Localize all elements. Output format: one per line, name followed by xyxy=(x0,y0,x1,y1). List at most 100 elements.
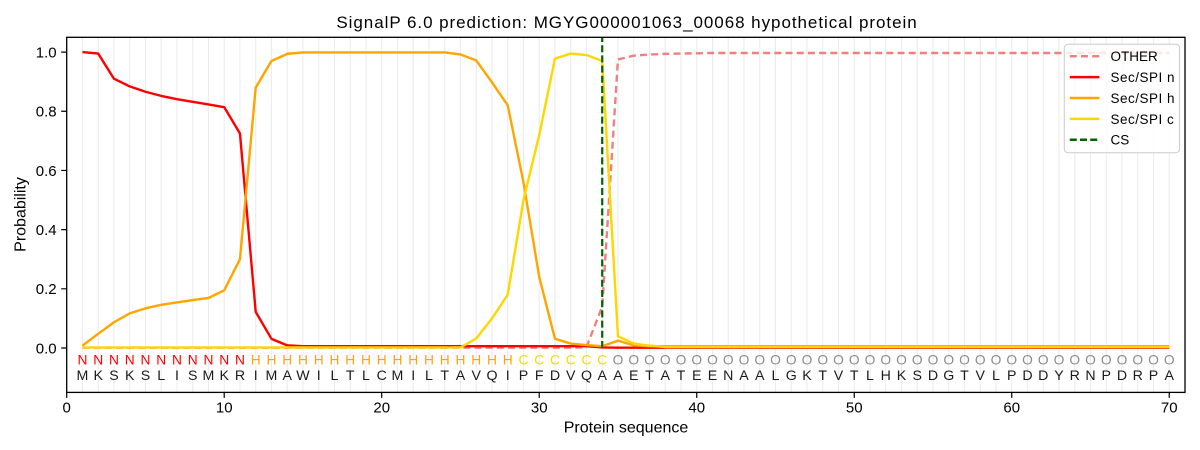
svg-text:O: O xyxy=(912,353,923,368)
svg-text:Sec/SPI h: Sec/SPI h xyxy=(1111,91,1176,106)
svg-text:H: H xyxy=(266,353,276,368)
svg-text:O: O xyxy=(1038,353,1049,368)
svg-text:H: H xyxy=(345,353,355,368)
svg-text:Probability: Probability xyxy=(13,177,30,252)
svg-text:I: I xyxy=(411,368,415,384)
svg-text:M: M xyxy=(203,368,215,384)
svg-text:K: K xyxy=(897,368,907,384)
svg-text:V: V xyxy=(471,368,481,384)
svg-text:N: N xyxy=(77,353,87,368)
svg-text:0.8: 0.8 xyxy=(36,104,57,121)
svg-text:M: M xyxy=(77,368,89,384)
svg-text:CS: CS xyxy=(1111,133,1130,148)
svg-text:K: K xyxy=(802,368,812,384)
svg-text:A: A xyxy=(660,368,670,384)
svg-text:O: O xyxy=(754,353,765,368)
svg-text:0.2: 0.2 xyxy=(36,281,57,298)
svg-text:N: N xyxy=(203,353,213,368)
svg-text:L: L xyxy=(772,368,780,384)
svg-text:O: O xyxy=(1164,353,1175,368)
svg-text:Y: Y xyxy=(1054,368,1064,384)
svg-text:A: A xyxy=(1165,368,1175,384)
svg-text:N: N xyxy=(140,353,150,368)
svg-text:H: H xyxy=(251,353,261,368)
svg-text:I: I xyxy=(254,368,258,384)
svg-text:O: O xyxy=(707,353,718,368)
svg-text:L: L xyxy=(331,368,339,384)
svg-text:O: O xyxy=(943,353,954,368)
svg-text:O: O xyxy=(817,353,828,368)
svg-text:1.0: 1.0 xyxy=(36,45,57,62)
svg-text:P: P xyxy=(1102,368,1111,384)
svg-text:H: H xyxy=(440,353,450,368)
svg-text:N: N xyxy=(172,353,182,368)
svg-text:C: C xyxy=(518,353,528,368)
svg-text:N: N xyxy=(156,353,166,368)
svg-text:40: 40 xyxy=(688,400,705,417)
svg-text:O: O xyxy=(613,353,624,368)
svg-text:E: E xyxy=(629,368,638,384)
svg-text:A: A xyxy=(613,368,623,384)
svg-text:10: 10 xyxy=(216,400,233,417)
svg-text:0.4: 0.4 xyxy=(36,222,57,239)
svg-text:T: T xyxy=(645,368,654,384)
svg-text:50: 50 xyxy=(846,400,863,417)
svg-text:N: N xyxy=(723,368,733,384)
svg-text:30: 30 xyxy=(531,400,548,417)
svg-text:C: C xyxy=(377,368,387,384)
svg-text:H: H xyxy=(881,368,891,384)
svg-text:M: M xyxy=(266,368,278,384)
svg-text:H: H xyxy=(314,353,324,368)
svg-text:W: W xyxy=(296,368,310,384)
svg-text:O: O xyxy=(1117,353,1128,368)
svg-text:0.0: 0.0 xyxy=(36,340,57,357)
svg-text:O: O xyxy=(1085,353,1096,368)
svg-text:Sec/SPI n: Sec/SPI n xyxy=(1111,70,1176,85)
svg-text:H: H xyxy=(377,353,387,368)
svg-text:L: L xyxy=(866,368,874,384)
svg-text:N: N xyxy=(235,353,245,368)
svg-text:O: O xyxy=(849,353,860,368)
svg-text:A: A xyxy=(739,368,749,384)
svg-text:M: M xyxy=(392,368,404,384)
svg-text:O: O xyxy=(676,353,687,368)
svg-text:G: G xyxy=(943,368,954,384)
svg-text:H: H xyxy=(455,353,465,368)
svg-text:O: O xyxy=(770,353,781,368)
svg-text:O: O xyxy=(991,353,1002,368)
svg-text:O: O xyxy=(802,353,813,368)
svg-text:S: S xyxy=(188,368,197,384)
svg-text:H: H xyxy=(392,353,402,368)
svg-text:N: N xyxy=(219,353,229,368)
svg-text:O: O xyxy=(723,353,734,368)
svg-text:F: F xyxy=(535,368,544,384)
svg-text:C: C xyxy=(534,353,544,368)
svg-text:H: H xyxy=(471,353,481,368)
svg-text:V: V xyxy=(976,368,986,384)
svg-text:O: O xyxy=(833,353,844,368)
svg-text:K: K xyxy=(219,368,229,384)
svg-text:C: C xyxy=(581,353,591,368)
svg-text:A: A xyxy=(597,368,607,384)
svg-text:O: O xyxy=(1006,353,1017,368)
svg-text:H: H xyxy=(329,353,339,368)
svg-text:O: O xyxy=(1101,353,1112,368)
svg-text:L: L xyxy=(992,368,1000,384)
svg-text:H: H xyxy=(487,353,497,368)
svg-text:R: R xyxy=(1070,368,1080,384)
svg-text:D: D xyxy=(1022,368,1032,384)
svg-text:O: O xyxy=(1022,353,1033,368)
svg-text:K: K xyxy=(93,368,103,384)
svg-text:O: O xyxy=(959,353,970,368)
svg-text:G: G xyxy=(786,368,797,384)
svg-text:O: O xyxy=(880,353,891,368)
svg-text:T: T xyxy=(346,368,355,384)
svg-text:E: E xyxy=(708,368,717,384)
svg-text:O: O xyxy=(896,353,907,368)
svg-text:D: D xyxy=(928,368,938,384)
svg-text:O: O xyxy=(1148,353,1159,368)
svg-text:O: O xyxy=(928,353,939,368)
svg-text:H: H xyxy=(408,353,418,368)
svg-text:D: D xyxy=(1117,368,1127,384)
svg-text:C: C xyxy=(550,353,560,368)
